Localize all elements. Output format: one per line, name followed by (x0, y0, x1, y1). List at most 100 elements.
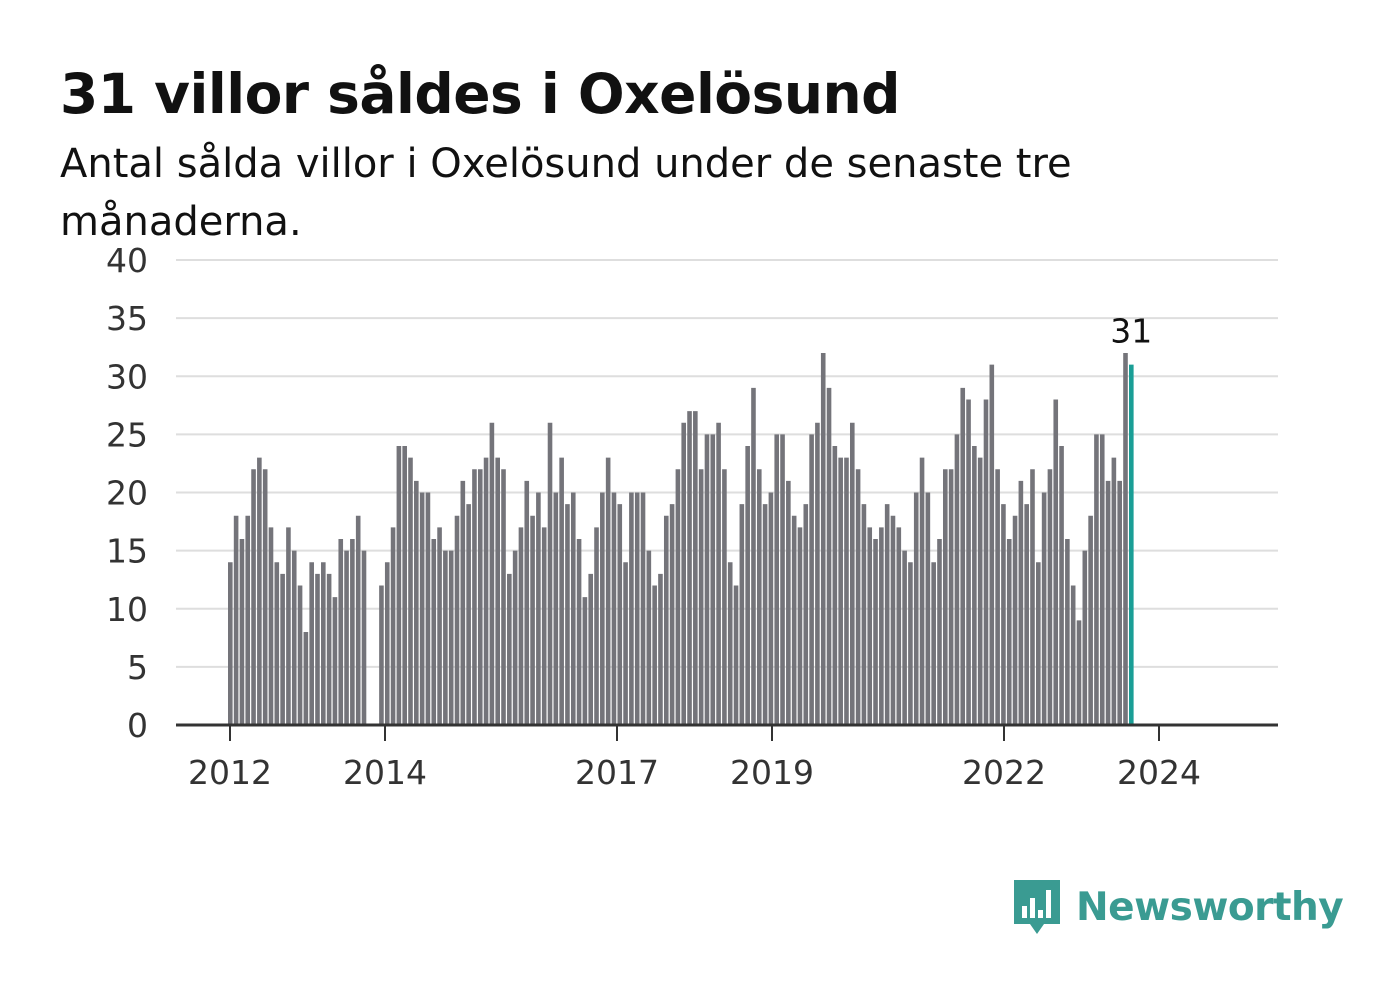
bar (797, 527, 803, 726)
bar (355, 515, 361, 725)
bar (1001, 504, 1006, 726)
bar (547, 422, 553, 725)
bar (414, 480, 419, 726)
bar (849, 422, 855, 725)
bar (1006, 539, 1012, 725)
bar (640, 492, 646, 725)
bar (1059, 446, 1064, 725)
bar (745, 446, 750, 725)
x-tick-label: 2014 (343, 753, 427, 792)
bar (791, 515, 797, 725)
bar (588, 573, 594, 726)
bar (384, 562, 390, 725)
bar (309, 562, 314, 725)
newsworthy-logo-icon (1014, 880, 1060, 934)
bar (727, 562, 733, 725)
bar (472, 469, 477, 725)
bar (698, 469, 704, 725)
bar (570, 492, 576, 725)
bar (960, 387, 966, 726)
bar (646, 550, 652, 726)
x-tick-label: 2017 (575, 753, 659, 792)
bar (425, 492, 431, 725)
bar (1111, 457, 1117, 726)
bar (541, 527, 547, 726)
bar (669, 504, 675, 726)
bar (245, 515, 251, 725)
bar (1024, 504, 1029, 726)
bar (495, 457, 500, 726)
bar (873, 539, 878, 725)
y-tick-label: 40 (106, 241, 148, 280)
bar (623, 562, 628, 725)
brand-name: Newsworthy (1076, 884, 1344, 930)
bar (443, 550, 448, 726)
bar (518, 527, 524, 726)
bar (437, 527, 442, 726)
bar (466, 504, 471, 726)
bar (1105, 480, 1111, 726)
bar (390, 527, 396, 726)
bar (1070, 585, 1076, 725)
bar (1088, 515, 1093, 725)
bar (867, 527, 873, 726)
bar (966, 399, 971, 725)
y-axis-ticks: 0 5 10 15 20 25 30 35 40 (106, 241, 148, 745)
bar (756, 469, 762, 725)
bar (530, 515, 535, 725)
bar (902, 550, 907, 726)
bar (350, 539, 355, 725)
bar (512, 550, 518, 726)
bar (820, 353, 826, 725)
y-tick-label: 25 (106, 415, 148, 454)
x-tick-label: 2024 (1117, 753, 1201, 792)
bar (1047, 469, 1053, 725)
bar (663, 515, 669, 725)
bar (844, 457, 849, 726)
bar (658, 573, 663, 726)
bar (722, 469, 727, 725)
bar (681, 422, 687, 725)
bar (954, 434, 960, 726)
bar (890, 515, 896, 725)
bar (733, 585, 739, 725)
bar (1018, 480, 1024, 726)
bar (1030, 469, 1035, 725)
bar (332, 597, 338, 726)
bar (1094, 434, 1099, 726)
bar (983, 399, 989, 725)
bar (303, 632, 309, 725)
x-tick-label: 2019 (730, 753, 814, 792)
bar (739, 504, 745, 726)
y-tick-label: 15 (106, 532, 148, 571)
bar (419, 492, 425, 725)
bar (803, 504, 809, 726)
y-tick-label: 10 (106, 590, 148, 629)
bar (361, 550, 367, 726)
bar (280, 573, 285, 726)
bar (251, 469, 256, 725)
bar (832, 446, 838, 725)
bar (262, 469, 268, 725)
bar (913, 492, 919, 725)
bar (286, 527, 291, 726)
bar (838, 457, 843, 726)
bar (501, 469, 506, 725)
bar (1036, 562, 1041, 725)
bar (1012, 515, 1018, 725)
bar (919, 457, 925, 726)
bar (576, 539, 582, 725)
bar (553, 492, 559, 725)
bar (408, 457, 413, 726)
bar (972, 446, 977, 725)
bar (675, 469, 681, 725)
highlight-bar (1129, 364, 1134, 726)
bar (861, 504, 867, 726)
chart-subtitle: Antal sålda villor i Oxelösund under de … (60, 141, 1072, 245)
bar (989, 364, 995, 726)
bar (344, 550, 349, 726)
bar (402, 446, 407, 725)
bar (710, 434, 716, 726)
bar (239, 539, 245, 725)
